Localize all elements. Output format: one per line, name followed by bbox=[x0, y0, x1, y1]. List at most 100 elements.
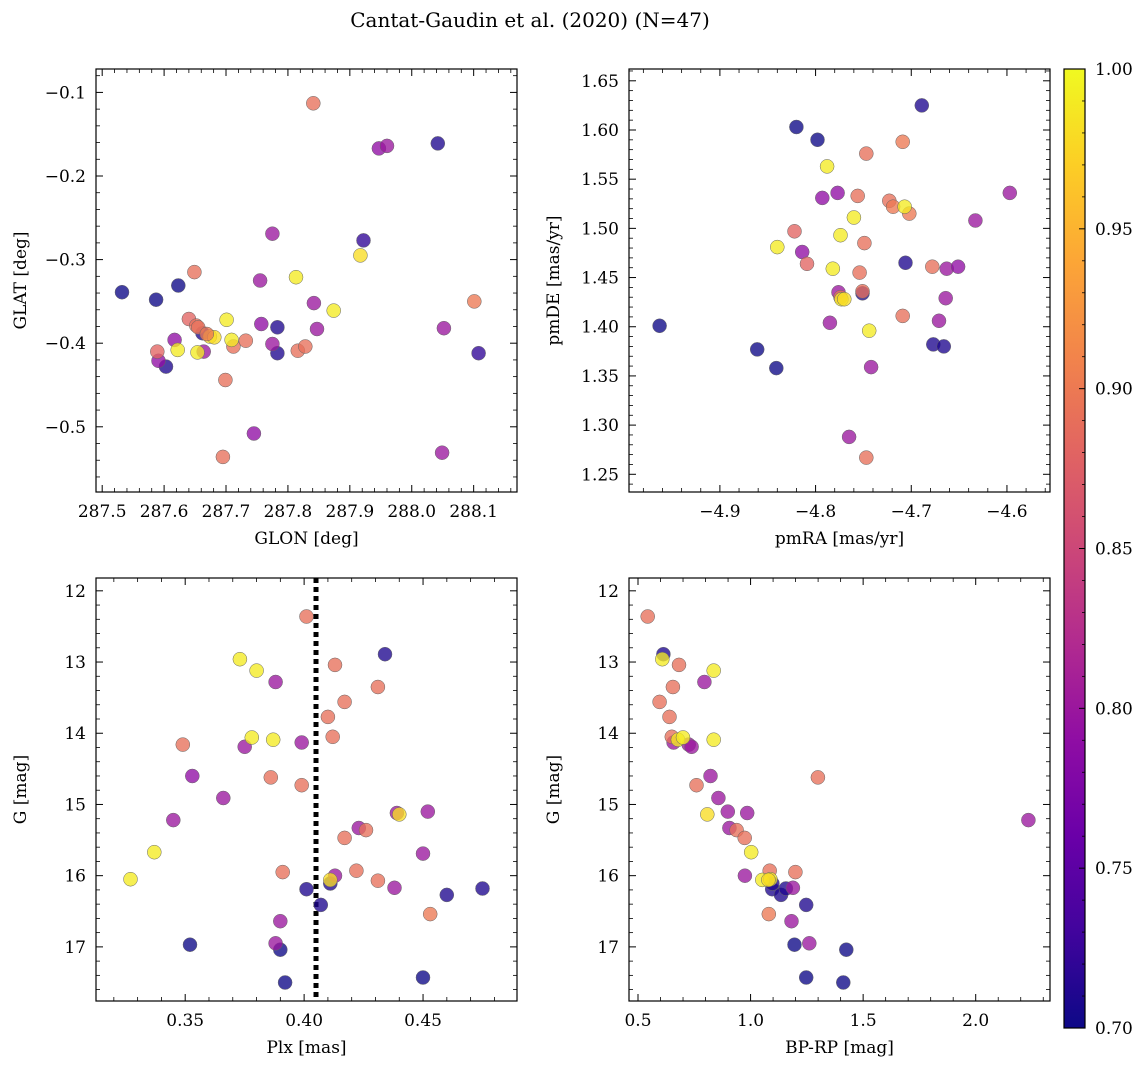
data-point bbox=[265, 732, 281, 747]
colorbar-tick-label: 0.90 bbox=[1095, 380, 1133, 400]
data-point bbox=[711, 790, 726, 806]
y-tick-label: −0.2 bbox=[45, 167, 86, 187]
x-tick-label: 1.0 bbox=[737, 1011, 764, 1031]
y-tick-label: 15 bbox=[64, 795, 86, 815]
data-point bbox=[652, 694, 667, 710]
x-axis-label: Plx [mas] bbox=[266, 1038, 346, 1058]
data-point bbox=[215, 449, 231, 465]
colorbar-gradient bbox=[1064, 69, 1085, 1028]
data-point bbox=[770, 239, 785, 255]
y-tick-label: 12 bbox=[64, 582, 86, 602]
data-point bbox=[306, 295, 322, 311]
data-point bbox=[439, 887, 455, 903]
data-point bbox=[430, 136, 446, 151]
data-point bbox=[850, 188, 865, 204]
data-point bbox=[370, 873, 386, 888]
y-axis-label: pmDE [mas/yr] bbox=[544, 215, 564, 345]
data-point bbox=[147, 844, 162, 860]
data-point bbox=[743, 844, 759, 860]
data-point bbox=[706, 732, 721, 747]
data-point bbox=[114, 284, 130, 300]
data-point bbox=[789, 119, 804, 135]
data-point bbox=[420, 804, 436, 819]
data-point bbox=[836, 975, 851, 990]
data-point bbox=[931, 313, 947, 329]
x-tick-label: 287.6 bbox=[140, 502, 189, 522]
x-tick-label: 287.8 bbox=[264, 502, 313, 522]
y-tick-label: −0.3 bbox=[45, 251, 86, 271]
panel-pm: −4.9 −4.8 −4.7 −4.6 1.25 1.30 1.35 1.40 1.45 1.50… bbox=[544, 68, 1051, 549]
data-point bbox=[392, 807, 407, 822]
data-point bbox=[216, 790, 231, 806]
data-point bbox=[471, 345, 486, 361]
data-point bbox=[787, 937, 802, 952]
data-point bbox=[662, 709, 677, 725]
data-point bbox=[859, 450, 874, 465]
x-tick-label: 0.35 bbox=[166, 1011, 204, 1031]
data-point bbox=[839, 942, 854, 957]
x-tick-label: 0.40 bbox=[285, 1011, 323, 1031]
data-point bbox=[320, 709, 336, 725]
data-point bbox=[249, 663, 264, 678]
y-tick-label: 1.50 bbox=[581, 219, 619, 239]
data-point bbox=[825, 261, 841, 276]
data-point bbox=[275, 864, 290, 880]
data-point bbox=[846, 210, 862, 225]
data-point bbox=[434, 445, 450, 460]
data-point bbox=[313, 897, 329, 913]
data-point bbox=[238, 333, 254, 348]
x-tick-label: 0.5 bbox=[624, 1011, 651, 1031]
data-point bbox=[1021, 812, 1036, 828]
data-point bbox=[185, 768, 200, 784]
data-point bbox=[415, 846, 431, 861]
data-point bbox=[422, 906, 438, 922]
data-point bbox=[232, 651, 248, 667]
data-point bbox=[895, 308, 910, 324]
y-axis-label: G [mag] bbox=[544, 755, 564, 824]
data-point bbox=[268, 674, 283, 690]
y-tick-label: 1.60 bbox=[581, 121, 619, 141]
data-point bbox=[337, 830, 352, 846]
figure-title: Cantat-Gaudin et al. (2020) (N=47) bbox=[350, 8, 710, 32]
data-point bbox=[798, 897, 814, 913]
axes-frame bbox=[95, 577, 518, 1002]
data-point bbox=[675, 730, 691, 745]
data-point bbox=[277, 975, 293, 990]
scatter-points bbox=[640, 609, 1036, 990]
x-axis-label: pmRA [mas/yr] bbox=[775, 529, 904, 549]
x-tick-label: 1.5 bbox=[850, 1011, 877, 1031]
y-tick-label: 17 bbox=[597, 938, 619, 958]
data-point bbox=[199, 326, 215, 342]
y-tick-label: 1.45 bbox=[581, 269, 619, 289]
y-tick-label: 13 bbox=[597, 653, 619, 673]
data-point bbox=[170, 342, 185, 358]
data-point bbox=[273, 913, 288, 929]
data-point bbox=[761, 906, 777, 922]
data-point bbox=[252, 273, 268, 288]
data-point bbox=[697, 674, 712, 690]
data-point bbox=[123, 871, 138, 887]
colorbar-tick-label: 1.00 bbox=[1095, 60, 1133, 80]
panels: 287.5 287.6 287.7 287.8 287.9 288.0 288.1 −0.5 −… bbox=[11, 68, 1051, 1058]
y-tick-label: 14 bbox=[597, 724, 619, 744]
data-point bbox=[855, 284, 870, 299]
data-point bbox=[379, 138, 395, 154]
y-tick-label: 16 bbox=[597, 867, 619, 887]
data-point bbox=[671, 657, 687, 673]
data-point bbox=[798, 970, 814, 985]
axes-frame bbox=[95, 68, 518, 493]
x-tick-label: 2.0 bbox=[962, 1011, 989, 1031]
scatter-points bbox=[114, 96, 486, 465]
data-point bbox=[684, 739, 699, 755]
data-point bbox=[852, 265, 867, 280]
data-point bbox=[859, 146, 874, 161]
data-point bbox=[171, 278, 186, 293]
data-point bbox=[150, 344, 165, 359]
data-point bbox=[837, 291, 852, 307]
data-point bbox=[822, 315, 838, 331]
x-tick-label: −4.7 bbox=[891, 502, 932, 522]
data-point bbox=[327, 657, 343, 673]
data-point bbox=[737, 868, 753, 883]
data-point bbox=[326, 303, 341, 318]
y-tick-label: −0.5 bbox=[45, 418, 86, 438]
